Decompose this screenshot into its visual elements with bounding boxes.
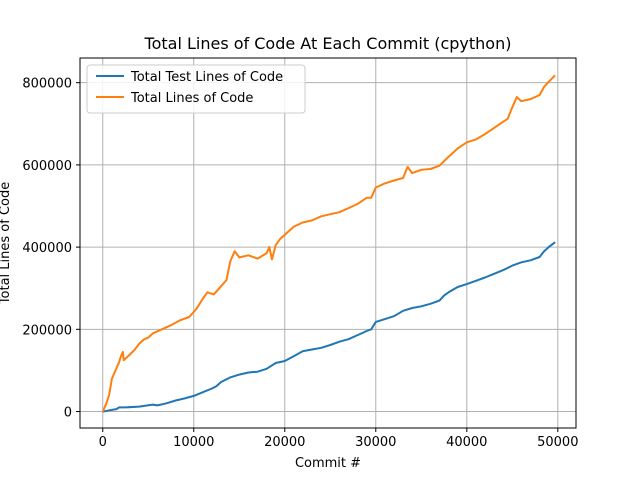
legend: Total Test Lines of Code Total Lines of … xyxy=(86,64,306,114)
legend-label-total-loc: Total Lines of Code xyxy=(130,91,253,106)
x-tick-label: 30000 xyxy=(355,435,396,450)
x-tick-label: 50000 xyxy=(537,435,578,450)
y-tick-label: 800000 xyxy=(22,77,72,92)
x-axis-label: Commit # xyxy=(295,456,361,471)
y-tick-label: 0 xyxy=(64,406,72,421)
y-tick-label: 600000 xyxy=(22,159,72,174)
series-line-0 xyxy=(102,241,556,413)
x-tick-label: 0 xyxy=(99,435,107,450)
chart-title: Total Lines of Code At Each Commit (cpyt… xyxy=(144,34,512,53)
series-line-1 xyxy=(101,74,556,412)
y-tick-label: 200000 xyxy=(22,323,72,338)
plot-area-frame xyxy=(79,57,577,429)
x-tick-label: 10000 xyxy=(173,435,214,450)
y-axis-label: Total Lines of Code xyxy=(0,182,13,305)
tick-layer: 0 10000 20000 30000 40000 50000 0 200000 400000 6… xyxy=(22,77,578,450)
y-tick-label: 400000 xyxy=(22,241,72,256)
series-layer xyxy=(101,74,556,413)
legend-label-test-loc: Total Test Lines of Code xyxy=(130,70,283,85)
x-tick-label: 40000 xyxy=(446,435,487,450)
legend-box xyxy=(86,64,306,114)
x-tick-label: 20000 xyxy=(264,435,305,450)
